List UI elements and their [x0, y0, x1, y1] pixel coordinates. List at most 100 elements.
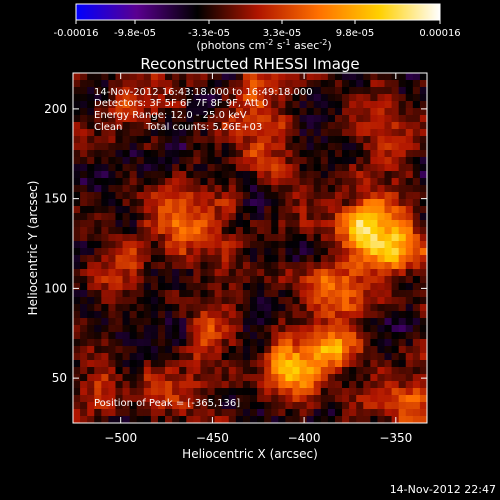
- heatmap-cell: [257, 171, 265, 179]
- heatmap-cell: [342, 122, 350, 130]
- heatmap-cell: [271, 87, 279, 95]
- heatmap-cell: [242, 199, 251, 207]
- heatmap-cell: [299, 227, 308, 235]
- heatmap-cell: [129, 262, 138, 270]
- heatmap-cell: [186, 297, 194, 305]
- heatmap-cell: [200, 108, 208, 116]
- heatmap-cell: [157, 108, 166, 116]
- heatmap-cell: [228, 178, 237, 186]
- heatmap-cell: [94, 101, 102, 109]
- heatmap-cell: [278, 80, 286, 88]
- heatmap-cell: [419, 143, 427, 151]
- heatmap-cell: [285, 325, 293, 333]
- heatmap-cell: [306, 185, 315, 193]
- heatmap-cell: [165, 234, 173, 242]
- heatmap-cell: [87, 255, 95, 263]
- heatmap-cell: [214, 416, 223, 423]
- heatmap-cell: [200, 136, 208, 144]
- heatmap-cell: [278, 374, 286, 382]
- heatmap-cell: [405, 115, 414, 123]
- heatmap-cell: [122, 206, 131, 214]
- heatmap-cell: [306, 108, 315, 116]
- heatmap-cell: [342, 178, 350, 186]
- heatmap-cell: [384, 192, 392, 200]
- heatmap-cell: [193, 290, 201, 298]
- heatmap-cell: [129, 255, 138, 263]
- heatmap-cell: [235, 80, 244, 88]
- heatmap-cell: [391, 206, 400, 214]
- heatmap-cell: [384, 269, 392, 277]
- heatmap-cell: [278, 199, 286, 207]
- heatmap-cell: [115, 115, 123, 123]
- heatmap-cell: [150, 192, 159, 200]
- heatmap-cell: [320, 416, 329, 423]
- heatmap-cell: [250, 283, 258, 291]
- heatmap-cell: [165, 129, 173, 137]
- heatmap-cell: [150, 262, 159, 270]
- heatmap-cell: [214, 115, 223, 123]
- heatmap-cell: [228, 108, 237, 116]
- heatmap-cell: [122, 374, 131, 382]
- heatmap-cell: [108, 395, 116, 403]
- heatmap-cell: [129, 220, 138, 228]
- heatmap-cell: [349, 199, 357, 207]
- heatmap-cell: [363, 304, 371, 312]
- heatmap-cell: [356, 87, 364, 95]
- heatmap-cell: [264, 150, 272, 158]
- heatmap-cell: [285, 409, 293, 417]
- heatmap-cell: [384, 353, 392, 361]
- heatmap-cell: [150, 269, 159, 277]
- heatmap-cell: [129, 199, 138, 207]
- heatmap-cell: [136, 178, 145, 186]
- heatmap-cell: [257, 388, 265, 396]
- heatmap-cell: [80, 122, 88, 130]
- heatmap-cell: [207, 318, 215, 326]
- heatmap-cell: [136, 73, 145, 81]
- heatmap-cell: [193, 332, 201, 340]
- heatmap-cell: [165, 339, 173, 347]
- heatmap-cell: [349, 311, 357, 319]
- heatmap-cell: [370, 325, 378, 333]
- heatmap-cell: [143, 73, 152, 81]
- heatmap-cell: [207, 381, 215, 389]
- heatmap-cell: [228, 367, 237, 375]
- heatmap-cell: [150, 248, 159, 256]
- heatmap-cell: [150, 171, 159, 179]
- heatmap-cell: [87, 318, 95, 326]
- heatmap-cell: [299, 115, 308, 123]
- heatmap-cell: [228, 150, 237, 158]
- heatmap-cell: [165, 108, 173, 116]
- heatmap-cell: [186, 94, 194, 102]
- heatmap-cell: [73, 80, 81, 88]
- heatmap-cell: [412, 290, 421, 298]
- heatmap-cell: [172, 122, 180, 130]
- heatmap-cell: [306, 395, 315, 403]
- heatmap-cell: [87, 157, 95, 165]
- heatmap-cell: [150, 227, 159, 235]
- heatmap-cell: [200, 367, 208, 375]
- heatmap-cell: [391, 248, 400, 256]
- heatmap-cell: [157, 164, 166, 172]
- heatmap-cell: [334, 185, 343, 193]
- heatmap-cell: [115, 234, 123, 242]
- heatmap-cell: [271, 409, 279, 417]
- heatmap-cell: [391, 402, 400, 410]
- x-tick-label: −400: [288, 431, 321, 445]
- heatmap-cell: [384, 248, 392, 256]
- heatmap-cell: [250, 220, 258, 228]
- heatmap-cell: [143, 206, 152, 214]
- heatmap-cell: [94, 255, 102, 263]
- heatmap-cell: [377, 199, 385, 207]
- heatmap-cell: [384, 339, 392, 347]
- heatmap-cell: [419, 402, 427, 410]
- y-tick-label: 200: [44, 102, 67, 116]
- heatmap-cell: [313, 108, 322, 116]
- heatmap-cell: [207, 199, 215, 207]
- heatmap-cell: [207, 395, 215, 403]
- heatmap-cell: [157, 213, 166, 221]
- heatmap-cell: [398, 87, 407, 95]
- heatmap-cell: [143, 136, 152, 144]
- heatmap-cell: [334, 87, 343, 95]
- heatmap-cell: [101, 87, 109, 95]
- heatmap-cell: [285, 255, 293, 263]
